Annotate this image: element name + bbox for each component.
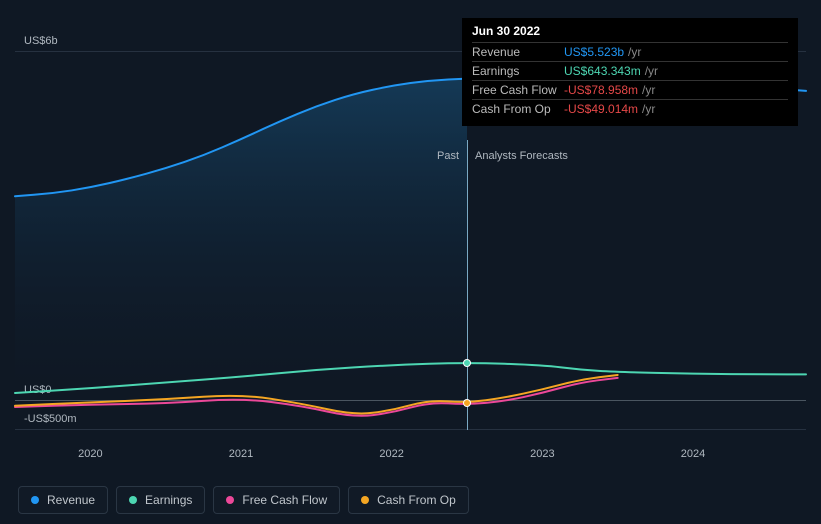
tooltip-row: EarningsUS$643.343m/yr xyxy=(472,61,788,80)
legend-label: Revenue xyxy=(47,493,95,507)
y-tick-label: US$0 xyxy=(24,384,52,396)
x-tick-label: 2024 xyxy=(681,448,705,460)
y-tick-label: US$6b xyxy=(24,35,58,47)
tooltip-row-label: Revenue xyxy=(472,45,564,59)
tooltip-row-value: -US$78.958m xyxy=(564,83,638,97)
legend-item-earnings[interactable]: Earnings xyxy=(116,486,205,514)
legend-label: Earnings xyxy=(145,493,192,507)
legend-label: Cash From Op xyxy=(377,493,456,507)
x-tick-label: 2020 xyxy=(78,448,102,460)
tooltip-row-suffix: /yr xyxy=(642,102,655,116)
legend-dot-icon xyxy=(361,496,369,504)
past-future-divider xyxy=(467,140,468,430)
x-tick-label: 2021 xyxy=(229,448,253,460)
legend-dot-icon xyxy=(226,496,234,504)
legend-item-revenue[interactable]: Revenue xyxy=(18,486,108,514)
tooltip-row-label: Cash From Op xyxy=(472,102,564,116)
data-tooltip: Jun 30 2022 RevenueUS$5.523b/yrEarningsU… xyxy=(462,18,798,126)
tooltip-row-suffix: /yr xyxy=(645,64,658,78)
past-label: Past xyxy=(437,150,459,162)
legend-dot-icon xyxy=(129,496,137,504)
y-tick-label: -US$500m xyxy=(24,413,77,425)
analysts-forecasts-label: Analysts Forecasts xyxy=(475,150,568,162)
legend-label: Free Cash Flow xyxy=(242,493,327,507)
tooltip-row: RevenueUS$5.523b/yr xyxy=(472,42,788,61)
tooltip-row-value: US$643.343m xyxy=(564,64,641,78)
chart-legend: Revenue Earnings Free Cash Flow Cash From O… xyxy=(18,486,469,514)
tooltip-row-label: Earnings xyxy=(472,64,564,78)
tooltip-row-value: US$5.523b xyxy=(564,45,624,59)
legend-item-fcf[interactable]: Free Cash Flow xyxy=(213,486,340,514)
tooltip-row-suffix: /yr xyxy=(628,45,641,59)
tooltip-row-label: Free Cash Flow xyxy=(472,83,564,97)
tooltip-row: Free Cash Flow-US$78.958m/yr xyxy=(472,80,788,99)
tooltip-rows: RevenueUS$5.523b/yrEarningsUS$643.343m/y… xyxy=(472,42,788,118)
x-tick-label: 2022 xyxy=(379,448,403,460)
gridline xyxy=(15,400,806,401)
legend-item-cfo[interactable]: Cash From Op xyxy=(348,486,469,514)
marker-dot xyxy=(463,359,471,367)
gridline xyxy=(15,429,806,430)
tooltip-row-value: -US$49.014m xyxy=(564,102,638,116)
x-tick-label: 2023 xyxy=(530,448,554,460)
tooltip-row-suffix: /yr xyxy=(642,83,655,97)
legend-dot-icon xyxy=(31,496,39,504)
tooltip-date: Jun 30 2022 xyxy=(472,24,788,42)
marker-dot xyxy=(463,399,471,407)
tooltip-row: Cash From Op-US$49.014m/yr xyxy=(472,99,788,118)
financials-chart: US$6b US$0 -US$500m Past Analysts Forecast… xyxy=(0,0,821,524)
